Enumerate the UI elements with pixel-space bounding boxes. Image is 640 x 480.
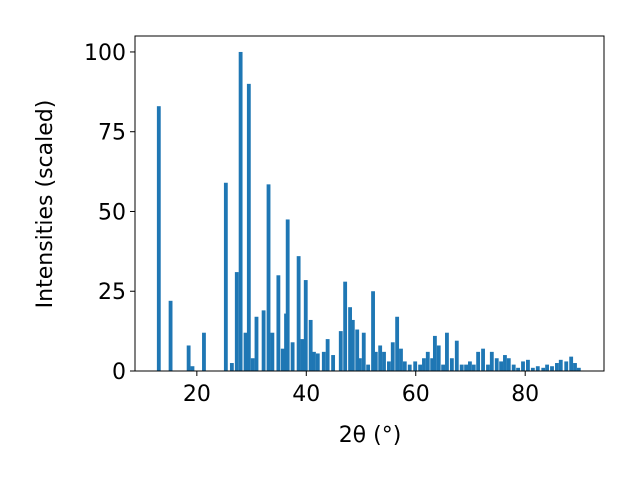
bar: [325, 339, 330, 371]
bar: [441, 364, 446, 371]
bar: [569, 356, 574, 371]
bar: [312, 351, 316, 371]
bar: [555, 363, 559, 371]
bar: [425, 351, 430, 371]
bar: [550, 366, 554, 371]
bar: [418, 364, 423, 371]
bar: [280, 348, 285, 371]
x-tick-label: 20: [183, 382, 211, 407]
bar: [246, 83, 251, 371]
bar: [402, 361, 407, 371]
bar: [573, 363, 577, 371]
bar: [486, 364, 490, 371]
bar: [506, 358, 511, 371]
bar: [348, 307, 352, 371]
bar: [321, 351, 326, 371]
bar: [303, 280, 308, 371]
bar: [413, 361, 418, 371]
bar: [300, 339, 305, 371]
bar: [343, 281, 348, 371]
bar: [373, 351, 378, 371]
bar: [503, 355, 507, 371]
bar: [358, 358, 362, 371]
bar: [530, 367, 535, 371]
bar: [223, 182, 228, 371]
x-tick-label: 60: [402, 382, 430, 407]
bar: [234, 272, 239, 371]
bar: [449, 358, 454, 371]
bar: [156, 106, 161, 371]
plot-frame: [134, 35, 605, 372]
bar: [285, 219, 290, 371]
bar: [355, 329, 360, 371]
bar: [481, 348, 485, 371]
y-tick-label: 100: [84, 41, 126, 66]
bar: [471, 364, 476, 371]
bar: [489, 351, 494, 371]
bar: [350, 319, 355, 371]
bar: [432, 335, 437, 371]
bar: [331, 355, 336, 371]
bar: [430, 358, 435, 371]
bar: [238, 51, 243, 371]
y-tick-label: 25: [98, 280, 126, 305]
bar: [516, 367, 520, 371]
bar: [535, 366, 540, 371]
bar: [229, 363, 234, 371]
bar: [390, 342, 395, 371]
bar: [459, 364, 464, 371]
y-axis-label: Intensities (scaled): [33, 100, 58, 309]
bar: [464, 364, 469, 371]
bar: [494, 358, 499, 371]
bar: [576, 367, 581, 371]
bar: [371, 291, 375, 371]
bar: [407, 364, 412, 371]
bar: [511, 364, 516, 371]
bar: [521, 361, 525, 371]
bar: [454, 340, 459, 371]
bar: [290, 342, 295, 371]
bar: [558, 359, 563, 371]
bar: [270, 332, 275, 371]
bar: [382, 351, 386, 371]
bar: [387, 361, 391, 371]
bar: [378, 345, 383, 371]
y-tick-label: 75: [98, 121, 126, 146]
bar: [476, 351, 481, 371]
bar: [250, 358, 255, 371]
bar: [526, 359, 530, 371]
y-tick-label: 50: [98, 200, 126, 225]
bar: [366, 364, 371, 371]
bar: [315, 353, 320, 371]
bar: [296, 256, 301, 371]
bar: [399, 348, 403, 371]
bar: [202, 332, 206, 371]
bar: [276, 275, 281, 371]
bar: [361, 332, 366, 371]
bar: [254, 316, 259, 371]
bar: [564, 361, 569, 371]
bar: [338, 331, 343, 371]
bar: [186, 345, 191, 371]
bar: [266, 184, 271, 371]
bar: [499, 361, 504, 371]
bar: [395, 316, 400, 371]
bar: [436, 345, 441, 371]
bar: [243, 332, 248, 371]
x-tick-label: 80: [511, 382, 539, 407]
bar: [468, 361, 472, 371]
y-tick-label: 0: [112, 360, 126, 385]
bar: [445, 332, 449, 371]
bar: [541, 367, 546, 371]
bar: [545, 364, 550, 371]
bar: [168, 300, 173, 371]
bar: [308, 319, 313, 371]
x-axis-label: 2θ (°): [339, 423, 402, 448]
bar: [190, 366, 195, 371]
x-tick-label: 40: [292, 382, 320, 407]
bar: [261, 310, 266, 371]
bar: [422, 358, 426, 371]
